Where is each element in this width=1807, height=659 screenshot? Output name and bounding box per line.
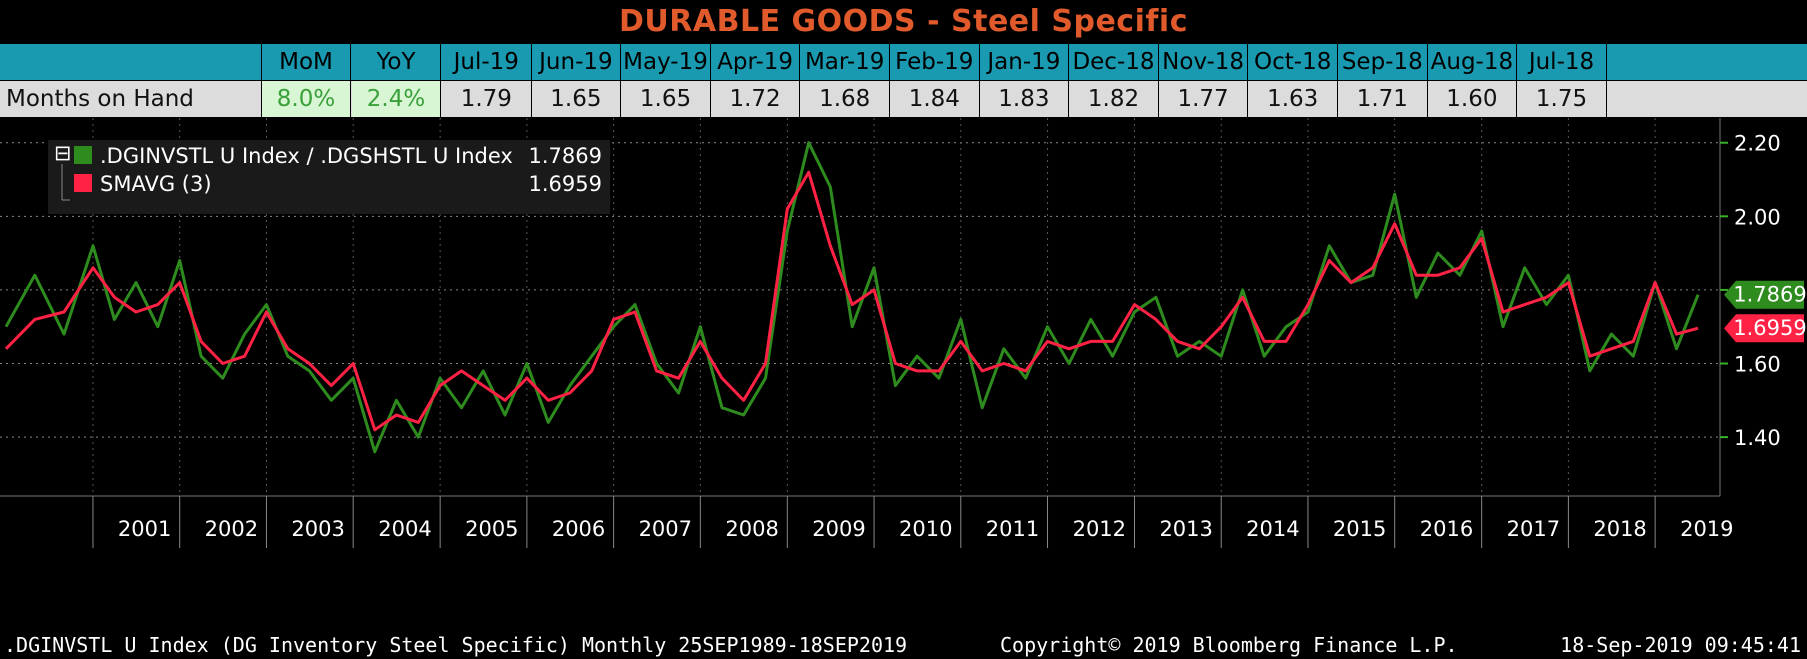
footer-source: .DGINVSTL U Index (DG Inventory Steel Sp… xyxy=(4,633,908,657)
series-line-2[interactable] xyxy=(4,170,1699,432)
legend-series2-name: SMAVG (3) xyxy=(100,172,212,196)
table-header-row: MoM YoY Jul-19 Jun-19 May-19 Apr-19 Mar-19 Feb-… xyxy=(0,44,1807,80)
table-header-month: May-19 xyxy=(621,44,711,80)
badge-shape xyxy=(1724,280,1804,309)
table-header-month: Aug-18 xyxy=(1428,44,1518,80)
table-header-month: Feb-19 xyxy=(890,44,980,80)
footer-copyright: Copyright© 2019 Bloomberg Finance L.P. xyxy=(1000,633,1458,657)
table-header-month: Jul-18 xyxy=(1517,44,1607,80)
x-tick-label: 2017 xyxy=(1507,517,1560,541)
footer-timestamp: 18-Sep-2019 09:45:41 xyxy=(1560,633,1801,657)
y-tick-label: 2.00 xyxy=(1734,205,1781,229)
legend-series1-value: 1.7869 xyxy=(529,144,602,168)
badge-value: 1.7869 xyxy=(1733,283,1806,307)
x-tick-label: 2006 xyxy=(552,517,605,541)
table-cell-value: 1.79 xyxy=(442,81,532,117)
x-tick-label: 2012 xyxy=(1073,517,1126,541)
table-header-month: Dec-18 xyxy=(1069,44,1159,80)
y-tick-label: 2.20 xyxy=(1734,132,1781,156)
table-value-row: Months on Hand 8.0% 2.4% 1.79 1.65 1.65 1.72 1.… xyxy=(0,81,1807,117)
x-tick-label: 2004 xyxy=(378,517,431,541)
x-tick-label: 2013 xyxy=(1159,517,1212,541)
table-cell-value: 1.82 xyxy=(1069,81,1159,117)
table-cell-value: 1.71 xyxy=(1338,81,1428,117)
table-header-blank xyxy=(0,44,262,80)
last-value-badge-2: 1.6959 xyxy=(1724,314,1807,343)
table-header-month: Jul-19 xyxy=(442,44,532,80)
table-header-month: Jun-19 xyxy=(532,44,622,80)
y-tick-label: 1.40 xyxy=(1734,426,1781,450)
x-tick-label: 2016 xyxy=(1420,517,1473,541)
badge-value: 1.6959 xyxy=(1733,316,1806,340)
x-tick-label: 2009 xyxy=(812,517,865,541)
table-row-label: Months on Hand xyxy=(0,81,262,117)
x-tick-label: 2002 xyxy=(205,517,258,541)
table-cell-mom: 8.0% xyxy=(262,81,351,117)
table-cell-value: 1.65 xyxy=(532,81,622,117)
x-tick-label: 2001 xyxy=(118,517,171,541)
months-on-hand-table: MoM YoY Jul-19 Jun-19 May-19 Apr-19 Mar-19 Feb-… xyxy=(0,44,1807,117)
table-header-mom: MoM xyxy=(262,44,351,80)
x-tick-label: 2010 xyxy=(899,517,952,541)
line-chart[interactable]: 1.401.601.802.002.20 2001200220032004200… xyxy=(0,118,1807,631)
x-tick-label: 2005 xyxy=(465,517,518,541)
table-cell-value: 1.68 xyxy=(800,81,890,117)
x-tick-label: 2019 xyxy=(1680,517,1733,541)
table-cell-value: 1.83 xyxy=(980,81,1070,117)
table-cell-value: 1.84 xyxy=(890,81,980,117)
table-header-month: Nov-18 xyxy=(1159,44,1249,80)
last-value-badge-1: 1.7869 xyxy=(1724,280,1807,309)
chart-footer: .DGINVSTL U Index (DG Inventory Steel Sp… xyxy=(0,631,1807,659)
collapse-icon[interactable]: ⊟ xyxy=(54,141,72,165)
chart-series xyxy=(4,141,1700,454)
last-value-badges: 1.7869 1.6959 xyxy=(1724,280,1807,343)
x-tick-label: 2008 xyxy=(725,517,778,541)
legend-series2-value: 1.6959 xyxy=(529,172,602,196)
chart-legend[interactable]: ⊟ .DGINVSTL U Index / .DGSHSTL U Index 1… xyxy=(48,140,610,214)
x-tick-label: 2018 xyxy=(1593,517,1646,541)
table-cell-value: 1.77 xyxy=(1159,81,1249,117)
table-cell-value: 1.75 xyxy=(1517,81,1607,117)
legend-swatch-series2 xyxy=(74,174,92,192)
table-header-month: Oct-18 xyxy=(1248,44,1338,80)
x-tick-label: 2003 xyxy=(291,517,344,541)
x-tick-label: 2014 xyxy=(1246,517,1299,541)
table-cell-yoy: 2.4% xyxy=(352,81,441,117)
badge-shape xyxy=(1724,314,1804,343)
table-header-month: Mar-19 xyxy=(800,44,890,80)
chart-title: DURABLE GOODS - Steel Specific xyxy=(619,4,1188,39)
table-header-month: Sep-18 xyxy=(1338,44,1428,80)
x-axis: 2001 2002 2003 2004 2005 2006 2007 2008 2009 2010… xyxy=(0,495,1734,548)
y-tick-label: 1.60 xyxy=(1734,353,1781,377)
grid-lines xyxy=(0,118,1720,496)
table-cell-value: 1.60 xyxy=(1428,81,1518,117)
legend-box xyxy=(48,140,610,214)
table-header-month: Jan-19 xyxy=(980,44,1070,80)
table-cell-value: 1.72 xyxy=(711,81,801,117)
table-header-yoy: YoY xyxy=(352,44,441,80)
table-header-month: Apr-19 xyxy=(711,44,801,80)
x-tick-label: 2007 xyxy=(639,517,692,541)
legend-series1-name: .DGINVSTL U Index / .DGSHSTL U Index xyxy=(100,144,513,168)
x-tick-label: 2011 xyxy=(986,517,1039,541)
legend-swatch-series1 xyxy=(74,146,92,164)
table-cell-value: 1.65 xyxy=(621,81,711,117)
x-tick-label: 2015 xyxy=(1333,517,1386,541)
table-cell-value: 1.63 xyxy=(1248,81,1338,117)
